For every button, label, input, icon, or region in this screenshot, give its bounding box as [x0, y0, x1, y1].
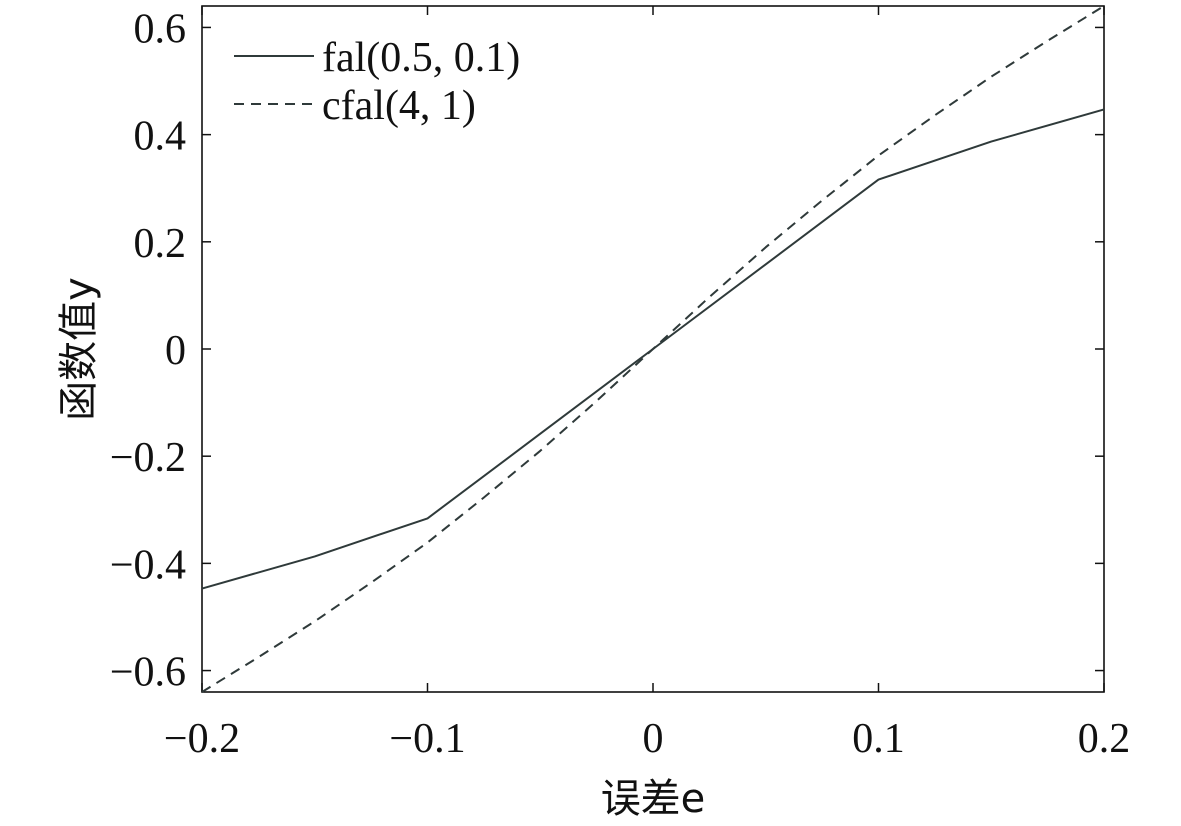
axis-tick-labels: −0.2 −0.1 0 0.1 0.2 −0.6 −0.4 −0.2 0 0.2 0.4 0.6	[110, 6, 1130, 762]
series-line-cfal	[201, 5, 1105, 693]
y-tick-label: −0.4	[110, 542, 186, 588]
y-tick-label: 0	[165, 328, 186, 374]
x-tick-label: −0.1	[389, 716, 465, 762]
x-tick-label: 0.1	[852, 716, 905, 762]
y-tick-label: 0.4	[134, 114, 187, 160]
y-tick-label: 0.6	[134, 6, 187, 52]
legend-label-fal: fal(0.5, 0.1)	[322, 35, 520, 81]
x-tick-label: 0.2	[1078, 716, 1131, 762]
y-tick-label: −0.6	[110, 650, 186, 696]
x-tick-label: −0.2	[164, 716, 240, 762]
y-axis-title: 函数值y	[56, 277, 102, 421]
y-tick-label: 0.2	[134, 221, 187, 267]
series-lines	[201, 5, 1105, 693]
y-tick-label: −0.2	[110, 435, 186, 481]
x-tick-label: 0	[643, 716, 664, 762]
x-axis-title: 误差e	[601, 776, 706, 822]
legend-label-cfal: cfal(4, 1)	[322, 83, 476, 129]
legend: fal(0.5, 0.1) cfal(4, 1)	[234, 35, 520, 129]
axis-ticks	[201, 6, 1105, 692]
